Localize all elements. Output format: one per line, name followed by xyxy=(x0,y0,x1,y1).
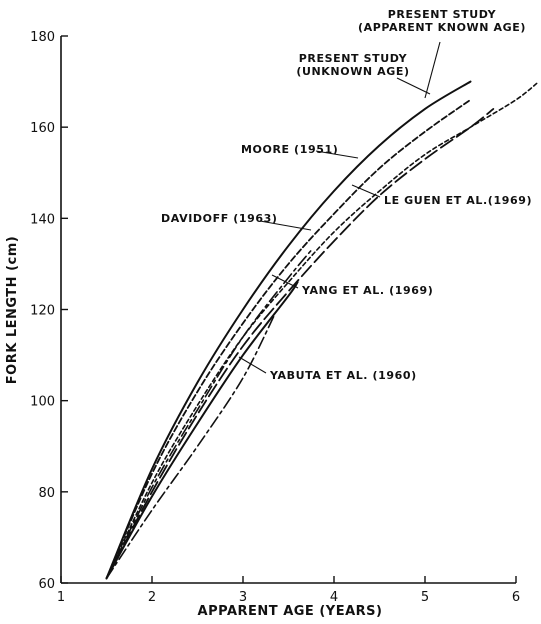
y-tick-label: 80 xyxy=(38,486,55,501)
annotation-line: DAVIDOFF (1963) xyxy=(161,212,278,225)
axes-layer: 1 2 3 4 5 6 60 80 100 120 140 160 180 xyxy=(30,30,520,605)
le-guen-1969-curve xyxy=(105,108,495,580)
x-axis-title: APPARENT AGE (YEARS) xyxy=(198,604,383,619)
y-axis-title: FORK LENGTH (cm) xyxy=(5,236,20,384)
y-tick-label: 60 xyxy=(38,577,55,592)
x-tick-label: 2 xyxy=(148,590,156,605)
annotation-line: LE GUEN ET AL.(1969) xyxy=(384,194,532,207)
leader-line xyxy=(396,77,431,95)
leader-line xyxy=(259,220,312,231)
x-tick-label: 6 xyxy=(512,590,520,605)
leader-line xyxy=(351,184,381,198)
y-tick-label: 120 xyxy=(30,304,55,319)
annotation-line: PRESENT STUDY xyxy=(388,8,497,21)
annotation-line: YABUTA ET AL. (1960) xyxy=(269,369,417,382)
annotation-line: YANG ET AL. (1969) xyxy=(301,284,433,297)
annotation-line: MOORE (1951) xyxy=(241,143,338,156)
y-tick-label: 160 xyxy=(30,121,55,136)
leader-line xyxy=(315,150,359,159)
annotation-line: (APPARENT KNOWN AGE) xyxy=(358,21,526,34)
davidoff-1963-curve xyxy=(105,249,313,580)
y-tick-label: 180 xyxy=(30,30,55,45)
x-tick-label: 5 xyxy=(421,590,429,605)
annotation-layer: PRESENT STUDY(APPARENT KNOWN AGE)PRESENT… xyxy=(161,8,532,382)
label-present-study-unknown-age: PRESENT STUDY(UNKNOWN AGE) xyxy=(296,52,431,95)
y-tick-label: 140 xyxy=(30,212,55,227)
label-yang-1969: YANG ET AL. (1969) xyxy=(271,274,433,297)
series-layer xyxy=(105,80,540,580)
leader-line xyxy=(238,356,267,374)
x-tick-label: 1 xyxy=(57,590,65,605)
yabuta-1960-curve xyxy=(105,313,276,580)
label-present-study-known-age: PRESENT STUDY(APPARENT KNOWN AGE) xyxy=(358,8,526,99)
label-le-guen-1969: LE GUEN ET AL.(1969) xyxy=(351,184,532,207)
leader-line xyxy=(271,274,299,289)
moore-1951-curve xyxy=(105,98,472,580)
y-tick-label: 100 xyxy=(30,395,55,410)
yang-1969-curve xyxy=(105,281,299,580)
leader-line xyxy=(424,41,441,99)
label-moore-1951: MOORE (1951) xyxy=(241,143,359,159)
annotation-line: PRESENT STUDY xyxy=(299,52,408,65)
x-tick-label: 3 xyxy=(239,590,247,605)
present-study-known-age-curve xyxy=(105,80,540,580)
label-yabuta-1960: YABUTA ET AL. (1960) xyxy=(238,356,417,382)
annotation-line: (UNKNOWN AGE) xyxy=(296,65,409,78)
label-davidoff-1963: DAVIDOFF (1963) xyxy=(161,212,312,231)
present-study-unknown-age-curve xyxy=(105,80,472,580)
x-tick-label: 4 xyxy=(330,590,338,605)
